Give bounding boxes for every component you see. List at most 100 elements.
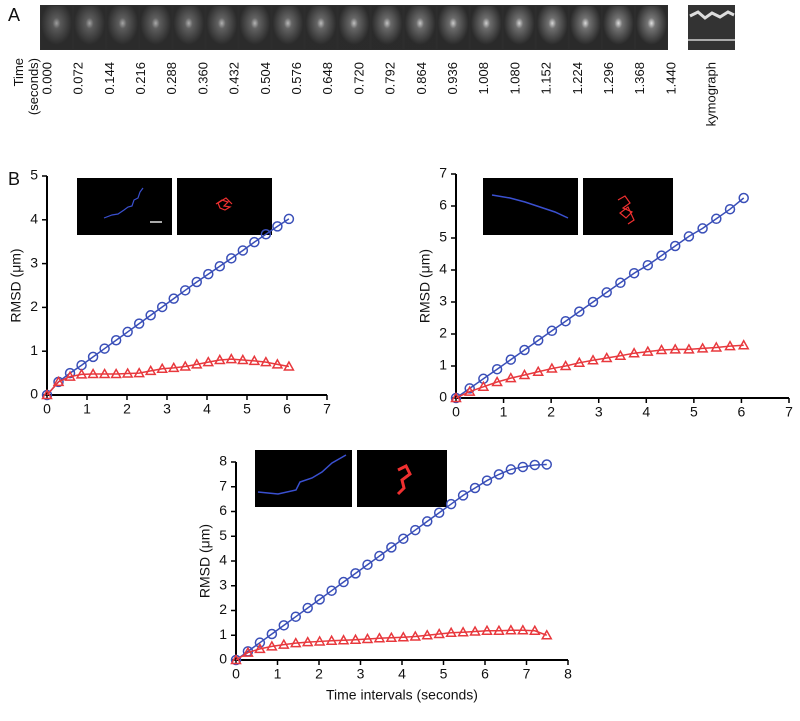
frame (503, 6, 535, 49)
point (278, 620, 290, 631)
time-label: 0.144 (102, 62, 117, 95)
point (230, 653, 242, 665)
x-tick-label: 6 (481, 666, 489, 682)
time-label: 1.224 (570, 62, 585, 95)
point (167, 361, 180, 373)
point (477, 380, 490, 392)
x-tick-label: 5 (243, 401, 251, 417)
inset (77, 178, 272, 235)
point (226, 253, 237, 264)
x-tick-label: 4 (203, 401, 211, 417)
frame (107, 6, 139, 49)
frame (536, 6, 568, 49)
point (559, 359, 572, 371)
series-line (455, 197, 745, 399)
frame (470, 6, 502, 49)
point (225, 353, 238, 364)
point (560, 315, 571, 327)
point (145, 310, 156, 321)
frame (635, 6, 667, 49)
point (505, 464, 517, 475)
point (326, 585, 337, 596)
point (361, 632, 374, 644)
point (493, 469, 505, 480)
point (517, 461, 529, 473)
point (518, 368, 531, 380)
point (421, 629, 434, 640)
point (724, 340, 736, 351)
point (505, 354, 517, 365)
point (254, 637, 266, 648)
point (313, 635, 326, 646)
point (421, 516, 433, 527)
x-tick-label: 7 (523, 666, 531, 682)
point (601, 287, 612, 298)
point (325, 634, 338, 645)
point (99, 343, 110, 354)
series-line (455, 344, 744, 399)
x-tick-label: 0 (43, 401, 51, 417)
point (600, 351, 613, 363)
point (445, 626, 457, 638)
y-tick-label: 5 (439, 229, 447, 245)
point (724, 203, 736, 215)
point (248, 354, 261, 366)
point (52, 375, 65, 387)
time-label: 1.368 (632, 62, 647, 95)
panel-label: B (8, 169, 20, 189)
x-tick-label: 2 (547, 404, 555, 420)
y-tick-label: 0 (219, 651, 227, 667)
point (655, 343, 668, 355)
frame (404, 6, 436, 49)
point (517, 624, 529, 635)
point (683, 343, 695, 354)
point (410, 524, 421, 536)
point (122, 326, 133, 338)
y-tick-label: 4 (439, 261, 447, 277)
point (656, 250, 667, 261)
time-label: 1.080 (507, 62, 522, 95)
point (642, 259, 654, 271)
point (272, 221, 283, 232)
frame (173, 6, 205, 49)
point (260, 229, 272, 240)
x-axis-label: Time intervals (seconds) (326, 687, 478, 703)
time-label: 0.504 (258, 62, 273, 95)
x-tick-label: 3 (595, 404, 603, 420)
x-tick-label: 0 (232, 666, 240, 682)
point (529, 624, 541, 636)
y-tick-label: 2 (30, 298, 38, 314)
point (464, 383, 475, 394)
point (75, 368, 88, 379)
x-tick-label: 2 (123, 401, 131, 417)
point (271, 358, 284, 369)
frame (41, 6, 73, 49)
point (481, 475, 493, 486)
y-tick-label: 3 (439, 293, 447, 309)
kymograph-label: kymograph (703, 62, 718, 126)
x-tick-label: 7 (785, 404, 793, 420)
point (386, 542, 397, 553)
point (546, 362, 558, 373)
point (283, 360, 295, 371)
frame (239, 6, 271, 49)
point (433, 627, 445, 639)
point (168, 293, 179, 304)
point (254, 642, 266, 654)
x-tick-label: 3 (163, 401, 171, 417)
y-tick-label: 6 (219, 502, 227, 518)
x-tick-label: 8 (564, 666, 572, 682)
point (133, 318, 145, 329)
y-tick-label: 3 (30, 254, 38, 270)
x-tick-label: 3 (357, 666, 365, 682)
point (532, 335, 544, 346)
point (179, 360, 192, 371)
x-tick-label: 1 (83, 401, 91, 417)
time-axis-label: Time(seconds) (11, 58, 41, 115)
point (179, 285, 191, 296)
inset (483, 178, 673, 235)
point (463, 385, 476, 396)
time-label: 0.576 (289, 62, 304, 95)
kymograph-trace (689, 10, 735, 20)
point (374, 550, 385, 562)
